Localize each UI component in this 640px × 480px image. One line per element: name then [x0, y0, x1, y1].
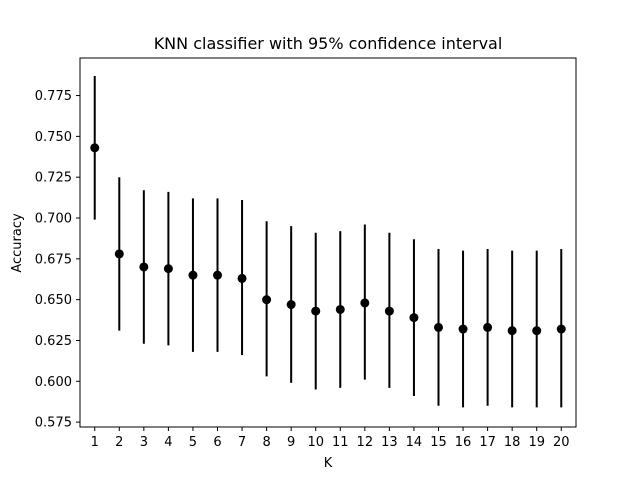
data-point-k19: [532, 326, 542, 336]
y-tick-label: 0.725: [35, 171, 72, 186]
x-tick-label: 15: [430, 435, 447, 450]
data-point-k6: [213, 270, 223, 280]
y-tick-label: 0.625: [35, 334, 72, 349]
y-tick-label: 0.600: [35, 375, 72, 390]
data-point-k15: [433, 322, 443, 332]
y-axis-ticks: 0.575 0.600 0.625 0.650 0.675 0.700 0.725 0.750…: [35, 89, 80, 431]
data-point-k20: [556, 324, 566, 334]
x-tick-label: 5: [189, 435, 197, 450]
x-tick-label: 8: [262, 435, 270, 450]
x-tick-label: 2: [115, 435, 123, 450]
y-axis-label: Accuracy: [10, 213, 25, 273]
plot-frame: [79, 57, 577, 428]
data-point-k4: [163, 264, 173, 274]
data-point-k12: [360, 298, 370, 308]
data-point-k1: [90, 143, 100, 153]
y-tick-label: 0.750: [35, 130, 72, 145]
y-tick-label: 0.775: [35, 89, 72, 104]
x-axis-ticks: 1 2 3 4 5 6 7 8 9 10 11 12 13 14 15 16 17 18 19 20: [91, 427, 570, 450]
data-point-k13: [384, 306, 394, 316]
y-tick-label: 0.675: [35, 252, 72, 267]
x-tick-label: 10: [307, 435, 324, 450]
data-point-k2: [114, 249, 124, 259]
x-tick-label: 4: [164, 435, 172, 450]
x-axis-label: K: [324, 456, 333, 471]
x-tick-label: 16: [455, 435, 472, 450]
data-point-k10: [311, 306, 321, 316]
data-point-k17: [483, 322, 493, 332]
y-tick-label: 0.700: [35, 212, 72, 227]
data-point-k7: [237, 273, 247, 283]
data-point-k5: [188, 270, 198, 280]
y-tick-label: 0.575: [35, 416, 72, 431]
x-tick-label: 13: [381, 435, 398, 450]
x-tick-label: 14: [406, 435, 423, 450]
x-tick-label: 11: [332, 435, 349, 450]
data-point-k8: [262, 295, 272, 305]
data-point-k3: [139, 262, 149, 272]
x-tick-label: 3: [140, 435, 148, 450]
x-tick-label: 17: [479, 435, 496, 450]
data-point-k14: [409, 313, 419, 323]
data-point-k16: [458, 324, 468, 334]
x-tick-label: 12: [357, 435, 374, 450]
x-tick-label: 6: [213, 435, 221, 450]
x-tick-label: 18: [504, 435, 521, 450]
x-tick-label: 7: [238, 435, 246, 450]
data-point-k18: [507, 326, 517, 336]
x-tick-label: 9: [287, 435, 295, 450]
data-point-k9: [286, 300, 296, 310]
x-tick-label: 20: [553, 435, 570, 450]
data-point-k11: [335, 304, 345, 314]
x-tick-label: 1: [91, 435, 99, 450]
marker-layer: [90, 143, 566, 336]
y-tick-label: 0.650: [35, 293, 72, 308]
x-tick-label: 19: [528, 435, 545, 450]
chart-title: KNN classifier with 95% confidence inter…: [154, 34, 503, 53]
